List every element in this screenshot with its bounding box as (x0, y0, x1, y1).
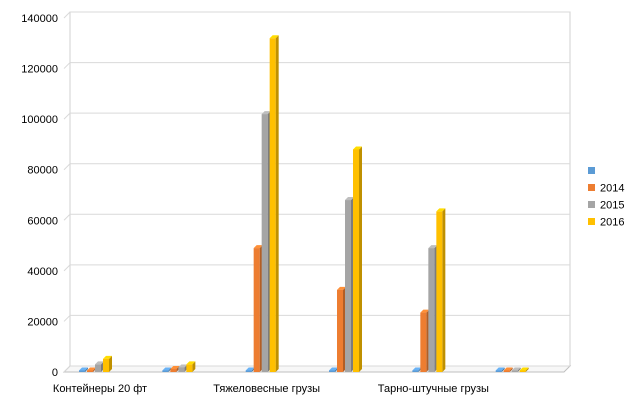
chart-back-wall (62, 11, 572, 373)
y-tick-label: 80000 (27, 165, 58, 177)
bar-2016-3 (353, 146, 362, 372)
bar-series-1-5 (495, 367, 505, 372)
y-tick-label: 120000 (21, 64, 58, 76)
grid-line-side (63, 315, 71, 322)
legend: 2014 2015 2016 (588, 167, 624, 229)
legend-swatch (588, 218, 595, 225)
y-tick-label: 0 (52, 367, 58, 379)
x-tick-label: Тяжеловесные грузы (213, 383, 320, 395)
back-wall-outline (69, 11, 571, 366)
bar-2014-5 (503, 367, 513, 372)
x-tick-label: Контейнеры 20 фт (53, 383, 147, 395)
legend-swatch (588, 184, 595, 191)
bar-2016-0 (103, 355, 112, 372)
legend-swatch (588, 201, 595, 208)
grid-line-side (63, 365, 71, 373)
bar-2016-2 (269, 35, 279, 372)
legend-swatch (588, 167, 595, 174)
legend-label: 2015 (600, 200, 624, 212)
bars (79, 35, 529, 372)
legend-item: 2016 (588, 217, 624, 229)
bar-series-1-0 (79, 367, 88, 372)
bar-2015-5 (511, 367, 521, 372)
grid-line-side (63, 213, 71, 221)
bar-2015-3 (345, 197, 354, 372)
y-tick-label: 60000 (27, 215, 58, 227)
legend-label: 2016 (600, 217, 624, 229)
legend-item: 2014 (588, 183, 624, 195)
bar-2014-4 (420, 309, 430, 372)
bar-2015-4 (428, 245, 438, 372)
bar-2014-2 (253, 245, 263, 372)
grid-lines (63, 11, 570, 373)
grid-line-side (63, 62, 71, 69)
bar-2016-1 (186, 361, 196, 372)
y-tick-label: 20000 (27, 316, 58, 328)
legend-item (588, 167, 595, 174)
grid-line-side (63, 163, 71, 171)
legend-item: 2015 (588, 200, 624, 212)
bar-2014-3 (337, 286, 346, 372)
bar-2016-4 (436, 208, 446, 372)
x-tick-label: Тарно-штучные грузы (378, 383, 489, 395)
y-tick-label: 140000 (21, 13, 58, 25)
bar-2015-2 (261, 111, 271, 372)
y-tick-label: 40000 (27, 266, 58, 278)
legend-label: 2014 (600, 183, 624, 195)
grid-line-side (63, 11, 71, 19)
chart-floor (62, 365, 572, 373)
grid-line-side (63, 112, 71, 120)
bar-series-1-1 (162, 367, 172, 372)
y-tick-label: 100000 (21, 114, 58, 126)
y-axis-tick-labels: 0 20000 40000 60000 80000 100000 120000 140000 (21, 13, 58, 379)
bar-2016-5 (519, 367, 529, 372)
x-axis-tick-labels: Контейнеры 20 фт Тяжеловесные грузы Тарно-… (53, 383, 489, 395)
grid-line-side (63, 264, 71, 272)
